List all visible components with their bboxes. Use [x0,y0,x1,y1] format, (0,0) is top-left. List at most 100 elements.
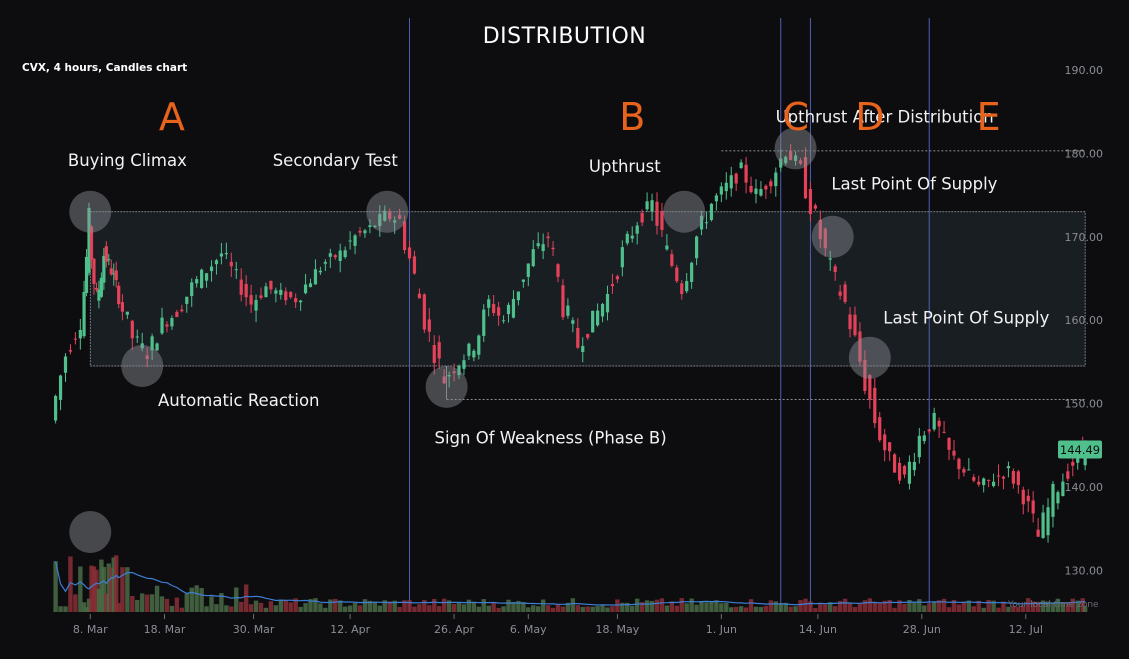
candle [249,284,253,313]
candle [526,263,530,287]
volume-bar [783,602,788,612]
volume-bar [966,600,972,612]
volume-bar [58,606,63,612]
volume-bar [738,606,744,612]
candle [1021,486,1025,515]
volume-bar [560,606,566,612]
candle [373,224,377,229]
volume-bar [531,605,536,612]
candle [259,287,263,300]
volume-bar [1082,606,1088,612]
event-marker-3 [366,190,409,233]
candle [1036,518,1040,537]
volume-bar [347,605,353,612]
volume-bar [78,566,83,612]
volume-bar [639,602,645,612]
candle [1031,491,1035,523]
volume-bar [268,601,274,612]
candle [1046,498,1050,543]
candle [566,298,570,319]
volume-bar [877,603,882,612]
candle [229,252,233,278]
candle [789,144,793,161]
candle [135,329,139,344]
candle [878,412,882,443]
volume-bar [456,602,462,612]
candle [89,224,94,269]
candle [214,258,219,275]
volume-bar [941,598,947,612]
candle [165,321,169,333]
candle [546,232,550,248]
volume-bar [887,600,892,612]
event-marker-5 [663,190,706,233]
volume-bar [768,600,774,612]
volume-bar [674,605,679,612]
candle [754,179,758,204]
candle [883,428,887,462]
candle [234,261,238,279]
candle [363,228,367,238]
y-tick-label: 140.00 [1065,481,1104,494]
volume-bar [169,605,175,612]
candle [714,193,718,211]
volume-bar [585,606,590,612]
event-marker-1 [69,190,112,233]
candle [487,295,491,317]
candle [917,427,921,464]
volume-bar [922,605,927,612]
x-tick-label: 6. May [510,623,547,636]
volume-bar [130,596,135,612]
candle [175,309,179,318]
candle [1051,481,1055,528]
candle [1026,489,1030,513]
volume-bar [976,600,981,612]
candle [219,242,224,265]
volume-bar [733,606,739,612]
candle [699,211,704,236]
volume-bar [318,603,323,612]
candle [987,479,991,488]
candle [150,333,154,360]
chart-subtitle: CVX, 4 hours, Candles chart [22,62,188,74]
volume-bar [273,605,279,612]
candle [102,247,106,291]
volume-bar [946,607,952,612]
candle [506,302,511,323]
volume-bar [437,606,442,612]
volume-bar [798,600,803,612]
volume-bar [491,603,496,612]
candle [690,261,694,289]
volume-bar [342,606,348,612]
candle [1006,461,1011,478]
volume-bar [239,601,244,612]
candle [818,210,822,249]
candle [823,227,827,257]
candle [160,307,164,336]
candle [145,347,149,368]
volume-bar [778,603,783,612]
volume-bar [649,600,655,612]
candle [209,260,214,282]
volume-bar [501,606,506,612]
volume-bar [81,602,87,612]
candle [962,466,966,477]
candle [195,275,199,288]
volume-bar [917,599,922,612]
volume-bar [174,597,180,612]
candle [353,233,357,255]
candle [967,458,971,471]
volume-bar [111,557,116,612]
event-label-2: Automatic Reaction [158,391,320,410]
candle [348,231,352,250]
candle [724,172,728,200]
candle [571,317,575,333]
volume-bar [828,602,833,612]
candle [793,151,798,166]
volume-bar [496,607,501,612]
volume-bar [283,599,288,612]
volume-bar [763,605,769,612]
candle [200,268,204,289]
candle [709,203,714,222]
candle [1011,468,1015,489]
